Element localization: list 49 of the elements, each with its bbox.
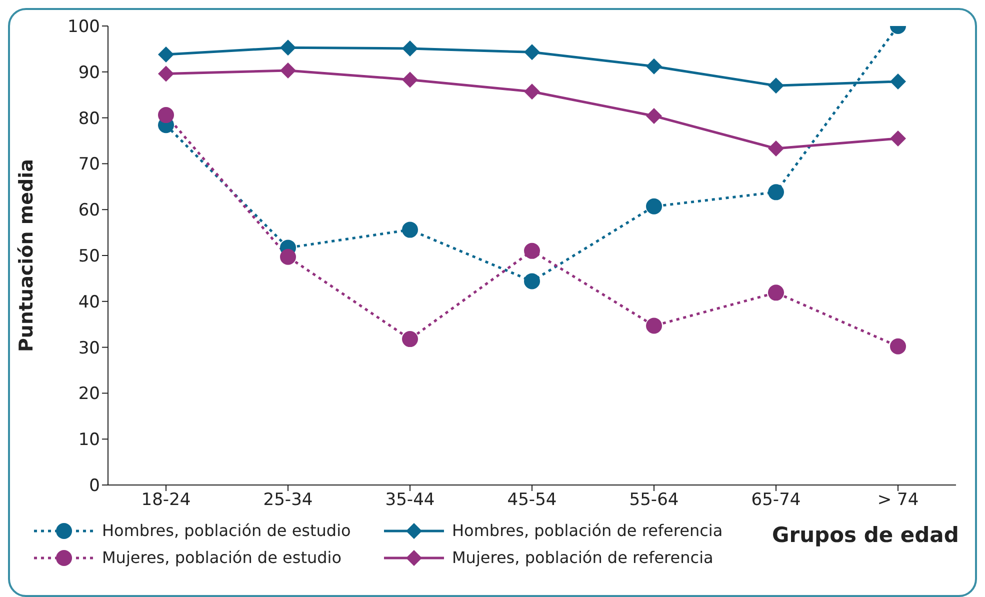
point [524, 84, 540, 100]
y-tick-label: 40 [78, 292, 100, 312]
point [890, 338, 906, 354]
y-tick-label: 80 [78, 108, 100, 129]
y-tick-label: 60 [78, 200, 100, 221]
legend-label: Hombres, población de referencia [452, 521, 723, 540]
x-axis-title: Grupos de edad [772, 523, 959, 547]
y-tick-label: 100 [68, 17, 100, 38]
point [402, 222, 418, 238]
point [402, 40, 418, 56]
point [524, 242, 540, 259]
point [158, 66, 174, 82]
point [280, 40, 296, 56]
y-tick-label: 20 [78, 384, 100, 404]
point [646, 318, 662, 334]
y-tick-label: 10 [78, 430, 100, 450]
point [158, 107, 174, 124]
point [890, 130, 906, 146]
point [768, 78, 784, 94]
point [768, 184, 784, 200]
x-tick-label: > 74 [877, 490, 919, 510]
point [646, 58, 662, 74]
x-tick-label: 65-74 [751, 490, 801, 510]
point [402, 331, 418, 348]
point [524, 44, 540, 60]
x-tick-label: 55-64 [629, 490, 679, 510]
point [646, 108, 662, 124]
x-tick-label: 25-34 [263, 490, 313, 510]
point [524, 273, 540, 290]
y-axis-title: Puntuación media [16, 159, 38, 352]
point [890, 74, 906, 90]
point [646, 198, 662, 214]
y-tick-label: 70 [78, 154, 100, 175]
y-tick-label: 0 [89, 476, 100, 496]
x-tick-label: 35-44 [385, 490, 435, 510]
point [402, 72, 418, 88]
point [768, 284, 784, 301]
y-tick-label: 90 [78, 62, 100, 83]
x-tick-label: 18-24 [141, 490, 191, 510]
legend-label: Mujeres, población de estudio [102, 548, 342, 567]
point [768, 140, 784, 157]
legend-label: Hombres, población de estudio [102, 521, 351, 540]
point [158, 46, 174, 62]
x-tick-label: 45-54 [507, 490, 557, 510]
y-tick-label: 30 [78, 338, 100, 358]
point [280, 248, 296, 265]
y-tick-label: 50 [78, 246, 100, 267]
legend-label: Mujeres, población de referencia [452, 548, 714, 567]
point [280, 62, 296, 79]
